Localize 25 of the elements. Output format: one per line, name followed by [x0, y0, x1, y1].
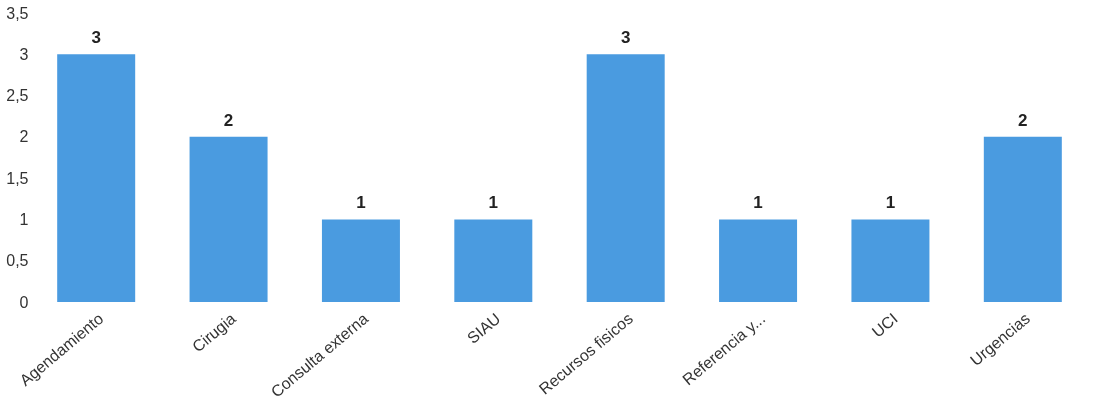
- data-label: 3: [91, 28, 101, 48]
- y-tick-label: 0,5: [6, 252, 29, 270]
- data-label: 2: [1018, 110, 1028, 130]
- y-tick-label: 0: [19, 293, 29, 311]
- y-tick-label: 2,5: [6, 87, 29, 105]
- x-tick-label: UCI: [868, 309, 901, 341]
- y-tick-label: 1,5: [6, 169, 29, 187]
- y-tick-label: 3,5: [6, 4, 29, 22]
- bar: [454, 219, 533, 302]
- bar: [586, 54, 665, 302]
- bar: [57, 54, 136, 302]
- data-label: 1: [488, 193, 499, 213]
- bar: [983, 136, 1062, 302]
- data-label: 1: [885, 193, 896, 213]
- data-label: 3: [620, 28, 631, 48]
- data-label: 1: [356, 193, 366, 213]
- bar: [719, 219, 798, 302]
- bar: [321, 219, 400, 302]
- data-label: 1: [753, 193, 763, 213]
- data-label: 2: [223, 110, 234, 130]
- bar: [851, 219, 930, 302]
- y-tick-label: 2: [19, 128, 29, 146]
- y-tick-label: 3: [19, 45, 29, 63]
- bar: [189, 136, 268, 302]
- y-tick-label: 1: [19, 210, 29, 228]
